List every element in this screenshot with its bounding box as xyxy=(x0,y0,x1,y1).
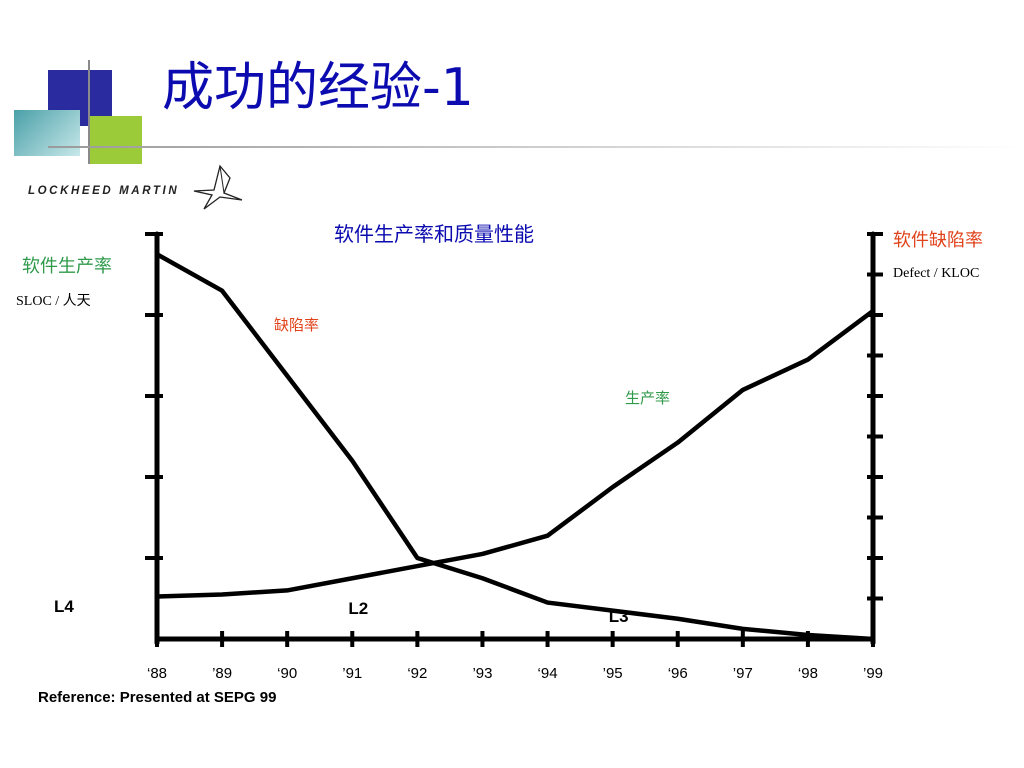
x-tick-label: ’93 xyxy=(472,665,492,682)
lockheed-star-icon xyxy=(193,164,243,210)
level-annotation: L2 xyxy=(348,599,368,618)
x-tick-label: ‘96 xyxy=(668,665,688,682)
lockheed-logo: LOCKHEED MARTIN xyxy=(28,164,250,214)
x-tick-label: ‘90 xyxy=(277,665,297,682)
right-axis-title: 软件缺陷率 xyxy=(893,230,983,251)
defect-rate-line xyxy=(154,252,876,642)
x-tick-label: ‘98 xyxy=(798,665,818,682)
left-axis-title: 软件生产率 xyxy=(22,256,112,277)
green-block xyxy=(88,116,142,164)
x-tick-label: ’95 xyxy=(603,665,623,682)
chart-title: 软件生产率和质量性能 xyxy=(334,222,534,246)
x-tick-label: ’89 xyxy=(212,665,232,682)
logo-text: LOCKHEED MARTIN xyxy=(28,185,180,197)
defect-series-label: 缺陷率 xyxy=(274,316,319,334)
productivity-line xyxy=(154,308,876,599)
title-underline xyxy=(48,146,1024,148)
x-tick-label: ‘94 xyxy=(538,665,558,682)
teal-block xyxy=(14,110,80,156)
level-annotation: L4 xyxy=(54,597,74,616)
slide-title: 成功的经验-1 xyxy=(162,58,474,118)
left-axis-unit: SLOC / 人天 xyxy=(16,294,91,309)
x-tick-label: ’91 xyxy=(342,665,362,682)
x-tick-label: ’99 xyxy=(863,665,883,682)
x-tick-label: ‘88 xyxy=(147,665,167,682)
x-tick-label: ‘92 xyxy=(407,665,427,682)
vertical-rule xyxy=(88,60,90,164)
productivity-series-label: 生产率 xyxy=(625,389,670,407)
right-axis-unit: Defect / KLOC xyxy=(893,266,980,281)
reference-note: Reference: Presented at SEPG 99 xyxy=(38,689,277,706)
x-tick-label: ’97 xyxy=(733,665,753,682)
level-annotation: L3 xyxy=(609,607,629,626)
